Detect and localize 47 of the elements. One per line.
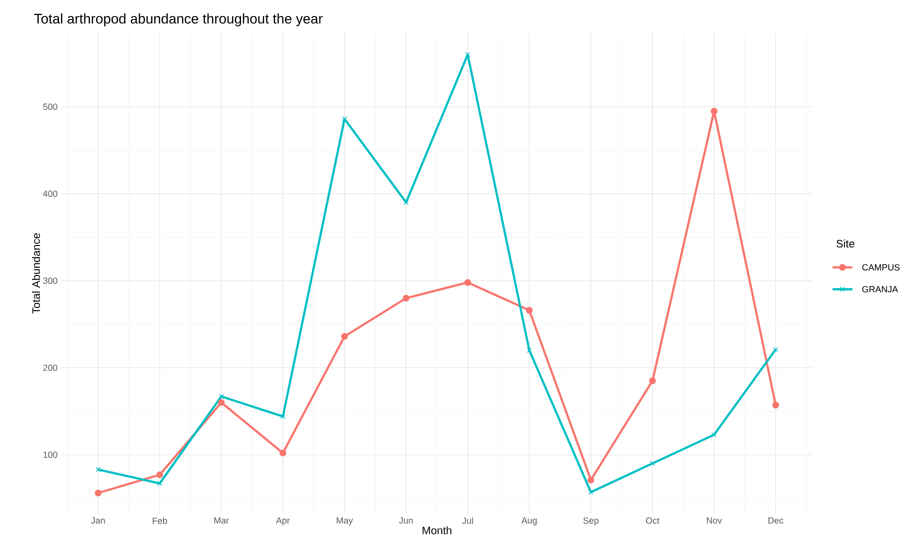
x-tick-label: May (336, 518, 353, 526)
point (712, 432, 717, 438)
point (588, 490, 594, 495)
x-tick-label: Oct (646, 518, 660, 524)
y-tick-label: 500 (43, 104, 58, 110)
point (464, 279, 472, 286)
x-tick-label: Sep (583, 518, 598, 526)
point (465, 52, 470, 58)
x-tick-label: Nov (706, 518, 722, 524)
point (650, 461, 656, 466)
y-tick-label: 100 (43, 452, 58, 458)
x-tick-label: Jul (462, 518, 473, 524)
point (588, 476, 594, 484)
point (402, 294, 410, 302)
point (772, 402, 780, 409)
x-tick-label: Aug (521, 518, 537, 526)
point (157, 481, 162, 486)
x-tick-label: Apr (276, 518, 290, 526)
point (773, 347, 778, 352)
legend-title: Site (836, 240, 854, 248)
point (526, 307, 533, 314)
point (218, 394, 224, 400)
point (96, 467, 101, 472)
legend-label: GRANJA (862, 286, 898, 293)
x-tick-label: Mar (214, 518, 229, 524)
point (218, 399, 225, 406)
point (280, 450, 286, 457)
y-tick-label: 300 (43, 278, 58, 284)
y-axis-title: Total Abundance (32, 233, 40, 314)
point (649, 378, 656, 384)
x-axis-title: Month (422, 526, 452, 534)
point (710, 108, 718, 115)
point (404, 200, 409, 206)
x-tick-label: Dec (768, 518, 784, 524)
y-tick-label: 200 (43, 364, 58, 372)
x-tick-label: Jun (399, 518, 413, 524)
point (94, 490, 102, 497)
chart-title: Total arthropod abundance throughout the year (34, 14, 323, 26)
x-tick-label: Jan (91, 518, 105, 524)
y-tick-label: 400 (43, 190, 58, 198)
point (526, 348, 532, 353)
point (156, 472, 164, 478)
point (342, 116, 348, 122)
point (341, 333, 348, 340)
point (280, 414, 286, 420)
legend-label: CAMPUS (862, 264, 900, 271)
x-tick-label: Feb (152, 518, 168, 524)
